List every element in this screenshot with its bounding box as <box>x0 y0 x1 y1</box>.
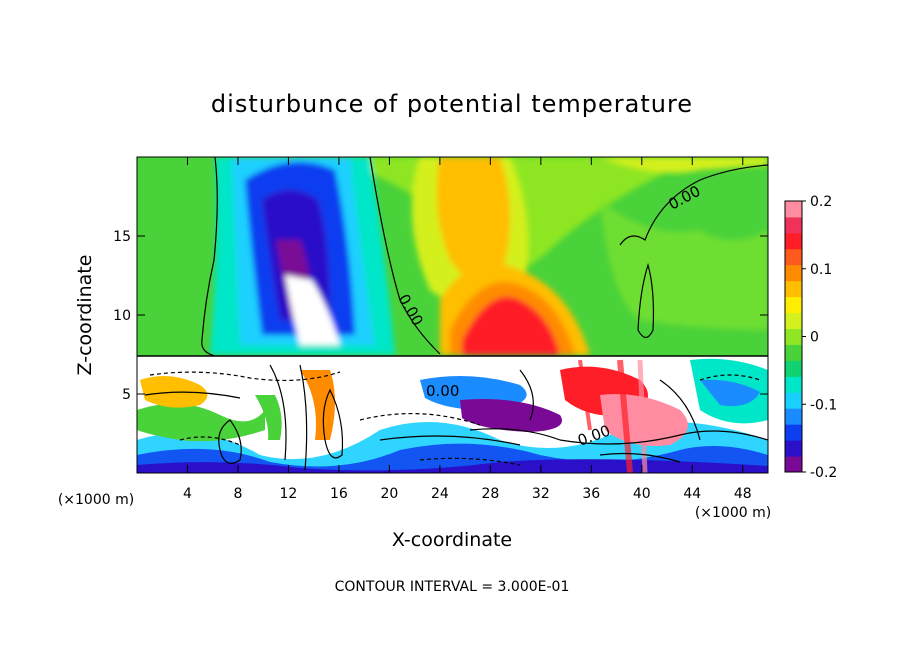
colorbar-swatch <box>785 264 802 282</box>
colorbar-swatch <box>785 424 802 441</box>
x-tick-label: 16 <box>330 486 348 502</box>
lower-field <box>137 356 768 473</box>
colorbar-swatch <box>785 408 802 425</box>
y-tick-label: 5 <box>122 387 131 403</box>
x-tick-label: 48 <box>734 486 752 502</box>
colorbar-tick-label: -0.1 <box>810 397 837 413</box>
colorbar-swatch <box>785 344 802 361</box>
colorbar-swatch <box>785 201 802 218</box>
colorbar-swatch <box>785 392 802 409</box>
x-tick-label: 20 <box>380 486 398 502</box>
x-tick-label: 44 <box>683 486 701 502</box>
x-tick-label: 12 <box>280 486 298 502</box>
x-tick-label: 36 <box>582 486 600 502</box>
contour-lines <box>137 157 768 471</box>
y-tick-label: 15 <box>113 229 131 245</box>
colorbar-swatch <box>785 440 802 457</box>
colorbar-swatch <box>785 248 802 266</box>
colorbar-swatch <box>785 216 802 234</box>
colorbar-swatch <box>785 328 802 345</box>
x-tick-label: 24 <box>431 486 449 502</box>
x-tick-label: 40 <box>633 486 651 502</box>
contour-interval-note: CONTOUR INTERVAL = 3.000E-01 <box>335 579 570 595</box>
x-unit-note-left: (×1000 m) <box>58 492 134 508</box>
plot-area: 0.00 0.00 0.00 0.00 <box>137 157 768 473</box>
colorbar-swatch <box>785 360 802 377</box>
colorbar-tick-label: 0 <box>810 330 819 346</box>
y-axis: 5 10 15 <box>113 229 768 403</box>
x-tick-label: 32 <box>532 486 550 502</box>
colorbar-swatch <box>785 456 802 473</box>
x-unit-note-right: (×1000 m) <box>695 505 771 521</box>
upper-field <box>210 157 768 355</box>
y-tick-label: 10 <box>113 308 131 324</box>
colorbar-swatch <box>785 376 802 393</box>
x-tick-label: 4 <box>183 486 192 502</box>
colorbar: 0.2 0.1 0 -0.1 -0.2 <box>784 194 837 481</box>
chart-title: disturbunce of potential temperature <box>211 90 693 118</box>
colorbar-tick-label: 0.2 <box>810 194 832 210</box>
colorbar-tick-label: -0.2 <box>810 465 837 481</box>
x-axis-label: X-coordinate <box>392 529 512 551</box>
colorbar-swatch <box>785 312 802 330</box>
colorbar-tick-label: 0.1 <box>810 262 832 278</box>
colorbar-swatch <box>785 232 802 250</box>
x-axis: 4 8 12 16 20 24 28 32 36 40 44 48 <box>183 157 752 502</box>
x-tick-label: 8 <box>233 486 242 502</box>
y-axis-label: Z-coordinate <box>74 255 96 376</box>
colorbar-swatch <box>785 280 802 298</box>
x-tick-label: 28 <box>481 486 499 502</box>
contour-label: 0.00 <box>426 382 459 400</box>
colorbar-swatch <box>785 296 802 314</box>
